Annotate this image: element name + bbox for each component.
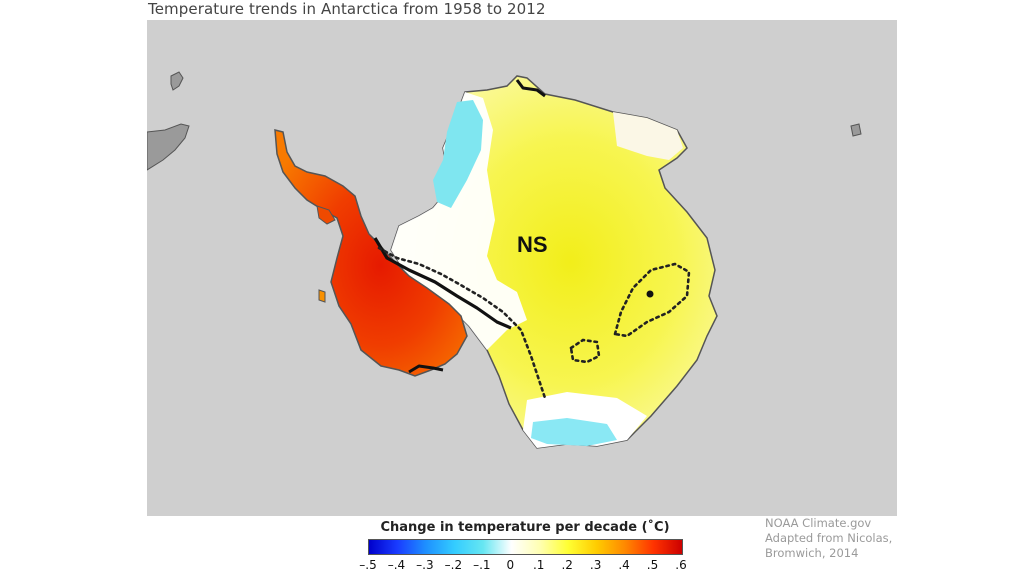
peninsula-island [316,205,336,225]
west-antarctica-neutral [391,92,527,350]
colorbar-tick-label: .5 [646,558,659,572]
cooling-region-north [433,100,483,208]
station-marker [646,290,654,298]
colorbar-tick-label: –.2 [444,558,463,572]
cooling-region-south [531,418,617,446]
colorbar-tick-label: –.5 [359,558,377,572]
credit-line-2: Adapted from Nicolas, [765,531,893,545]
region-label-ns: NS [517,232,548,257]
antarctic-peninsula [274,129,468,377]
colorbar-tick-label: .4 [618,558,630,572]
colorbar-tick-label: .1 [532,558,545,572]
credit-line-3: Bromwich, 2014 [765,546,859,560]
colorbar-tick-label: .6 [675,558,687,572]
dotted-contour-small [569,338,601,364]
credit-line-1: NOAA Climate.gov [765,516,872,530]
significance-boundary-solid [373,237,512,330]
dotted-contour-east [613,262,691,338]
colorbar [368,539,683,555]
south-america-tip [147,123,190,171]
colorbar-ticks: –.5 –.4 –.3 –.2 –.1 0 .1 .2 .3 .4 .5 .6 [352,558,697,574]
colorbar-tick-label: –.1 [473,558,491,572]
colorbar-tick-label: –.3 [416,558,434,572]
dotted-contour-west [377,246,547,400]
neutral-northeast [613,112,683,160]
significance-boundary-north [515,79,546,98]
significance-boundary-south [408,364,444,374]
map-title: Temperature trends in Antarctica from 19… [148,0,546,18]
falkland-islands [170,71,184,91]
colorbar-tick-label: –.4 [387,558,406,572]
credit: NOAA Climate.gov Adapted from Nicolas, B… [765,516,892,561]
colorbar-tick-label: 0 [506,558,515,572]
small-island-east [850,123,862,137]
antarctica-map: NS [147,20,897,516]
colorbar-tick-label: .2 [561,558,573,572]
small-island-west [318,289,326,303]
colorbar-tick-label: .3 [589,558,602,572]
legend-title: Change in temperature per decade (˚C) [380,520,670,535]
